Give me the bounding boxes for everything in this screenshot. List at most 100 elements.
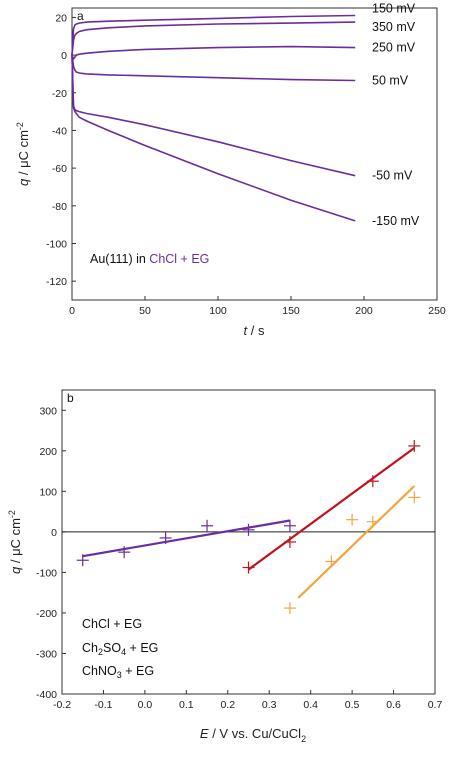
series-label: -150 mV [372, 214, 420, 228]
y-tick-label: 20 [55, 12, 67, 24]
x-tick-label: 250 [428, 305, 446, 317]
y-tick-label: 300 [39, 405, 57, 417]
data-point [159, 531, 172, 544]
y-tick-label: 200 [39, 446, 57, 458]
y-tick-label: -80 [52, 201, 67, 213]
ylabel-symbol: q [16, 178, 31, 186]
series-line [71, 55, 356, 222]
legend-entry-chno3: ChNO3 + EG [82, 664, 154, 680]
panel-a-annotation: Au(111) in ChCl + EG [90, 252, 209, 266]
chno3-tail: + EG [122, 664, 154, 678]
series-line [71, 54, 356, 82]
x-tick-label: 100 [209, 305, 227, 317]
panel-a-letter: a [77, 9, 84, 23]
y-tick-label: 100 [39, 486, 57, 498]
panel-b-ticks: -0.2 -0.1 0.0 0.1 0.2 0.3 0.4 0.5 0.6 0.7 300 200 10… [36, 405, 442, 711]
y-tick-label: 0 [61, 50, 67, 62]
data-point [283, 536, 296, 548]
x-tick-label: -0.1 [94, 699, 112, 711]
ylabel-sup-b: -2 [7, 510, 17, 518]
panel-a-series-labels: 150 mV 350 mV 250 mV 50 mV -50 mV -150 mV [372, 2, 420, 228]
chno3-base: ChNO [82, 664, 117, 678]
data-point [242, 523, 255, 536]
ch2so4-rest: SO [103, 641, 121, 655]
y-tick-label: -120 [46, 276, 67, 288]
y-tick-label: -200 [36, 608, 57, 620]
data-point [76, 554, 89, 567]
xlabel-symbol: t [244, 323, 249, 338]
panel-b-letter: b [67, 391, 74, 405]
ylabel-symbol-b: q [8, 566, 23, 574]
fit-line [82, 519, 291, 558]
x-tick-label: 0.1 [179, 699, 194, 711]
xlabel-sub-b: 2 [301, 734, 306, 744]
panel-b-ylabel: q / μC cm-2 [7, 510, 23, 574]
panel-a-xlabel: t / s [244, 323, 265, 338]
series-label: 350 mV [372, 20, 416, 34]
y-tick-label: -60 [52, 163, 67, 175]
series-label: 150 mV [372, 2, 416, 16]
panel-b-legend: ChCl + EG Ch2SO4 + EG ChNO3 + EG [82, 617, 158, 680]
x-tick-label: 150 [282, 305, 300, 317]
panel-a-frame [71, 7, 438, 301]
ch2so4-sub: 2 [98, 647, 103, 657]
panel-b: b -0.2 -0.1 0.0 0.1 0.2 0.3 0.4 0.5 0.6 0.7 300 200… [7, 389, 442, 744]
xlabel-unit-b: / V vs. Cu/CuCl [209, 726, 302, 741]
series-line [71, 55, 356, 177]
data-point [283, 519, 296, 532]
panel-a: a 0 50 100 150 200 250200-20-40-60-80-100-120… [15, 2, 446, 338]
ylabel-sup: -2 [15, 122, 25, 130]
panel-b-xlabel: E / V vs. Cu/CuCl2 [200, 726, 306, 744]
y-tick-label: -300 [36, 648, 57, 660]
data-point [325, 555, 338, 568]
panel-b-points [76, 439, 421, 615]
series-label: 250 mV [372, 41, 416, 55]
ylabel-unit: / μC cm [16, 130, 31, 179]
ch2so4-base: Ch [82, 641, 98, 655]
x-tick-label: 200 [355, 305, 373, 317]
data-point [118, 546, 131, 559]
y-tick-label: -100 [36, 567, 57, 579]
series-label: 50 mV [372, 74, 409, 88]
series-label: -50 mV [372, 169, 413, 183]
ch2so4-tail: + EG [126, 641, 158, 655]
data-point [201, 519, 214, 532]
y-tick-label: -20 [52, 88, 67, 100]
x-tick-label: 50 [139, 305, 151, 317]
panel-a-series [71, 14, 356, 222]
legend-entry-ch2so4: Ch2SO4 + EG [82, 641, 158, 657]
y-tick-label: -40 [52, 125, 67, 137]
data-point [408, 439, 421, 452]
x-tick-label: 0.7 [428, 699, 443, 711]
data-point [242, 561, 255, 574]
fit-line [247, 447, 415, 571]
x-tick-label: 0.4 [303, 699, 318, 711]
x-tick-label: 0.0 [138, 699, 153, 711]
panel-b-fit-lines [82, 447, 416, 599]
y-tick-label: 0 [51, 527, 57, 539]
ylabel-unit-b: / μC cm [8, 518, 23, 567]
fit-line [297, 485, 416, 599]
legend-entry-chcl: ChCl + EG [82, 617, 142, 631]
x-tick-label: 0.6 [386, 699, 401, 711]
x-tick-label: 0 [69, 305, 75, 317]
y-tick-label: -400 [36, 689, 57, 701]
data-point [346, 513, 359, 526]
series-line [71, 45, 356, 61]
ch2so4-sub2: 4 [121, 647, 126, 657]
data-point [283, 602, 296, 615]
x-tick-label: 0.2 [220, 699, 235, 711]
xlabel-unit: / s [247, 323, 265, 338]
series-line [71, 14, 356, 56]
data-point [408, 491, 421, 504]
panel-b-frame [61, 389, 436, 695]
data-point [366, 475, 379, 488]
data-point [366, 515, 379, 528]
x-tick-label: 0.3 [262, 699, 277, 711]
x-tick-label: -0.2 [53, 699, 71, 711]
series-line [71, 21, 356, 56]
panel-a-ylabel: q / μC cm-2 [15, 122, 31, 186]
x-tick-label: 0.5 [345, 699, 360, 711]
